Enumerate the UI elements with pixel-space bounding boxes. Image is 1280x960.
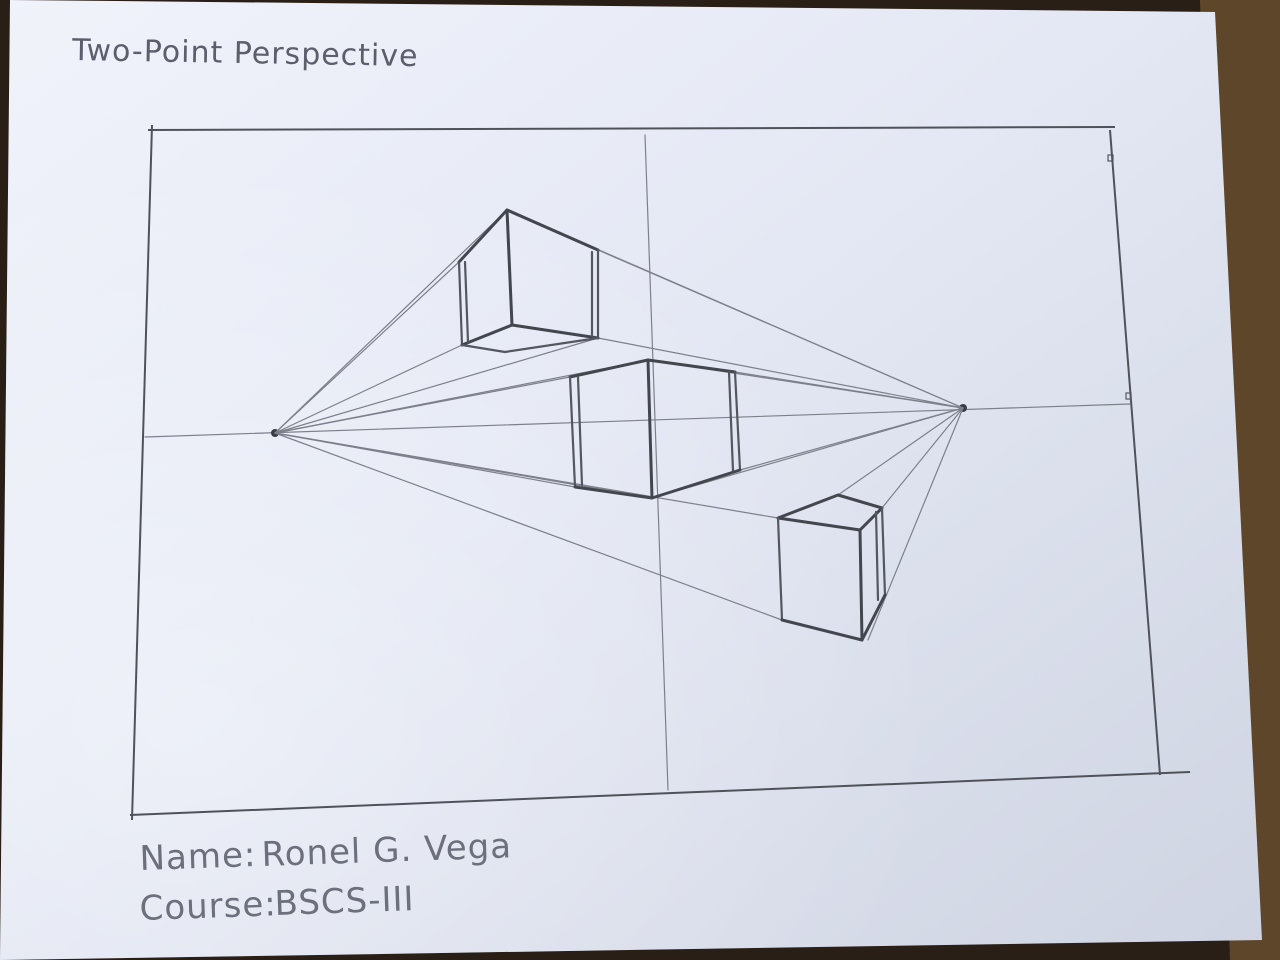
drawing-frame (129, 124, 1191, 821)
name-label: Name: (139, 835, 257, 879)
upper-box (457, 208, 600, 354)
horizon-tick-mark (1125, 392, 1132, 400)
sheet-title: Two-Point Perspective (71, 33, 419, 74)
lower-box (776, 493, 887, 642)
student-info: Name: Ronel G. Vega Course: BSCS-III (139, 826, 513, 929)
center-box (568, 358, 742, 500)
right-tick-mark (1107, 154, 1114, 162)
course-label: Course: (139, 884, 277, 929)
name-value: Ronel G. Vega (261, 826, 513, 875)
course-value: BSCS-III (274, 879, 415, 924)
